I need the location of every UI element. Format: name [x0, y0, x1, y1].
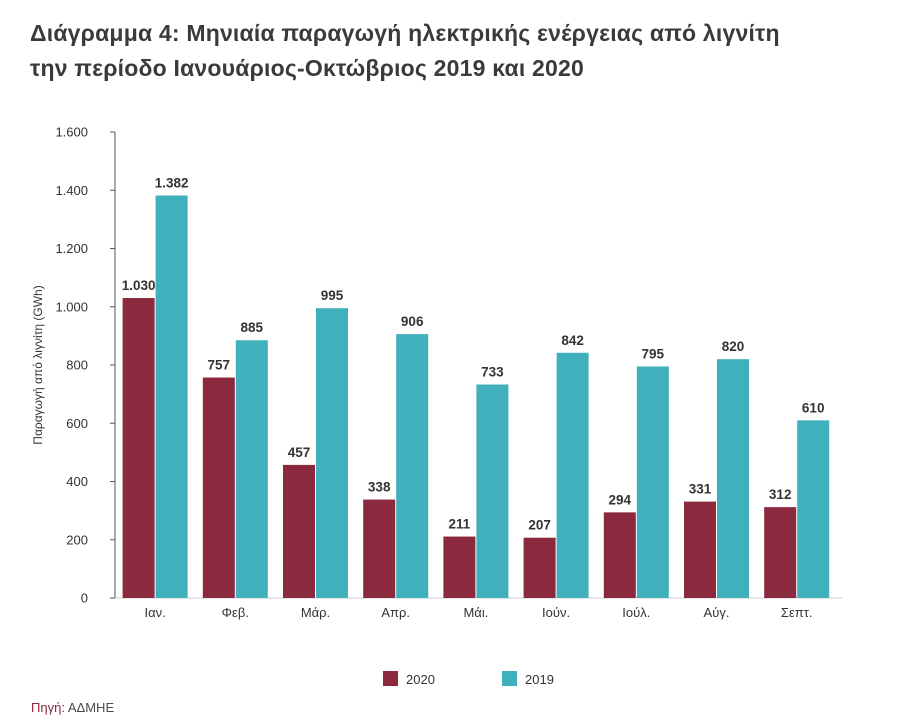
- bar-2019-0: [155, 195, 188, 598]
- source-value: ΑΔΜΗΕ: [67, 700, 115, 715]
- bar-2019-7: [717, 359, 749, 598]
- chart-title-line-2: την περίοδο Ιανουάριος-Οκτώβριος 2019 κα…: [30, 55, 584, 81]
- legend-label-2020: 2020: [406, 672, 435, 687]
- data-label-2019-7: 820: [722, 339, 745, 354]
- legend-swatch-2020: [383, 671, 398, 686]
- data-label-2020-2: 457: [288, 445, 311, 460]
- x-tick-label: Απρ.: [381, 605, 410, 620]
- x-tick-label: Μάι.: [463, 605, 488, 620]
- data-label-2019-4: 733: [481, 365, 504, 380]
- bar-2019-8: [797, 420, 830, 598]
- chart-title: Διάγραμμα 4: Μηνιαία παραγωγή ηλεκτρικής…: [30, 16, 880, 86]
- bar-2020-0: [122, 298, 155, 598]
- y-axis-title: Παραγωγή από λιγνίτη (GWh): [31, 285, 45, 444]
- x-tick-label: Ιαν.: [144, 605, 165, 620]
- data-label-2019-0: 1.382: [155, 175, 189, 190]
- data-label-2020-4: 211: [449, 517, 471, 532]
- data-label-2020-5: 207: [528, 518, 551, 533]
- y-tick-label: 1.600: [55, 125, 88, 140]
- y-tick-label: 1.200: [55, 241, 88, 256]
- source-label: Πηγή:: [31, 700, 65, 715]
- bar-2020-7: [684, 501, 716, 598]
- bar-2019-3: [396, 334, 429, 598]
- bar-2020-2: [283, 464, 315, 598]
- x-tick-label: Μάρ.: [301, 605, 330, 620]
- y-tick-label: 400: [66, 474, 88, 489]
- data-label-2019-1: 885: [241, 320, 264, 335]
- bar-2019-5: [556, 352, 589, 598]
- bar-2020-1: [202, 377, 235, 598]
- data-label-2019-2: 995: [321, 288, 344, 303]
- bar-2020-4: [443, 536, 476, 598]
- chart-title-line-1: Διάγραμμα 4: Μηνιαία παραγωγή ηλεκτρικής…: [30, 20, 780, 46]
- x-tick-label: Ιούν.: [542, 605, 570, 620]
- x-tick-label: Ιούλ.: [622, 605, 650, 620]
- bar-2019-6: [636, 366, 669, 598]
- y-tick-label: 1.000: [55, 299, 88, 314]
- data-label-2020-0: 1.030: [122, 278, 156, 293]
- y-tick-label: 800: [66, 358, 88, 373]
- data-label-2020-3: 338: [368, 480, 391, 495]
- data-label-2020-8: 312: [769, 487, 792, 502]
- bar-2019-2: [316, 308, 348, 598]
- bar-2020-6: [603, 512, 636, 598]
- data-label-2020-1: 757: [208, 358, 231, 373]
- bar-2020-3: [363, 499, 396, 598]
- data-label-2020-7: 331: [689, 482, 712, 497]
- bar-2019-1: [235, 340, 268, 598]
- x-tick-label: Φεβ.: [222, 605, 249, 620]
- legend-swatch-2019: [502, 671, 517, 686]
- y-tick-label: 1.400: [55, 183, 88, 198]
- legend-label-2019: 2019: [525, 672, 554, 687]
- x-tick-label: Αύγ.: [704, 605, 730, 620]
- y-tick-label: 200: [66, 532, 88, 547]
- data-label-2019-5: 842: [561, 333, 584, 348]
- y-tick-label: 0: [81, 591, 88, 606]
- y-tick-label: 600: [66, 416, 88, 431]
- bar-2020-5: [523, 537, 556, 598]
- data-label-2019-8: 610: [802, 400, 825, 415]
- data-label-2019-3: 906: [401, 314, 424, 329]
- bar-2019-4: [476, 384, 509, 598]
- bar-2020-8: [764, 507, 797, 598]
- data-label-2019-6: 795: [642, 346, 665, 361]
- x-tick-label: Σεπτ.: [781, 605, 813, 620]
- data-label-2020-6: 294: [609, 492, 632, 507]
- source-note: Πηγή: ΑΔΜΗΕ: [31, 700, 114, 715]
